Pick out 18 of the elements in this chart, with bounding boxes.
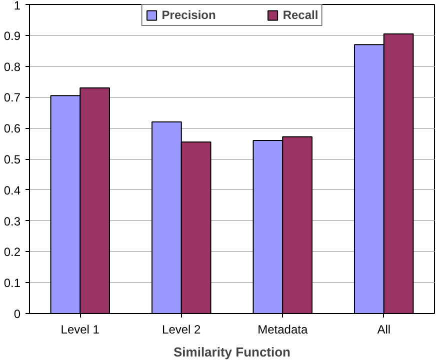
y-tick-label: 0 xyxy=(14,307,21,321)
y-tick-label: 0.5 xyxy=(4,152,21,166)
x-axis-title: Similarity Function xyxy=(173,344,291,360)
y-tick-label: 0.3 xyxy=(4,214,21,228)
y-tick-label: 0.9 xyxy=(4,28,21,43)
x-tick-label: Level 1 xyxy=(60,322,100,336)
legend-label: Precision xyxy=(162,8,216,22)
x-tick-label: Level 2 xyxy=(162,322,202,336)
y-tick-label: 0.2 xyxy=(4,245,21,260)
y-tick-label: 0.8 xyxy=(4,60,21,74)
legend-label: Recall xyxy=(282,8,318,22)
y-tick-label: 0.1 xyxy=(4,276,21,290)
x-tick-label: Metadata xyxy=(258,322,308,336)
y-tick-label: 1 xyxy=(14,0,21,12)
x-tick-label: All xyxy=(377,322,391,336)
y-tick-label: 0.4 xyxy=(4,183,21,198)
y-tick-label: 0.7 xyxy=(4,90,21,105)
y-tick-label: 0.6 xyxy=(4,122,21,136)
